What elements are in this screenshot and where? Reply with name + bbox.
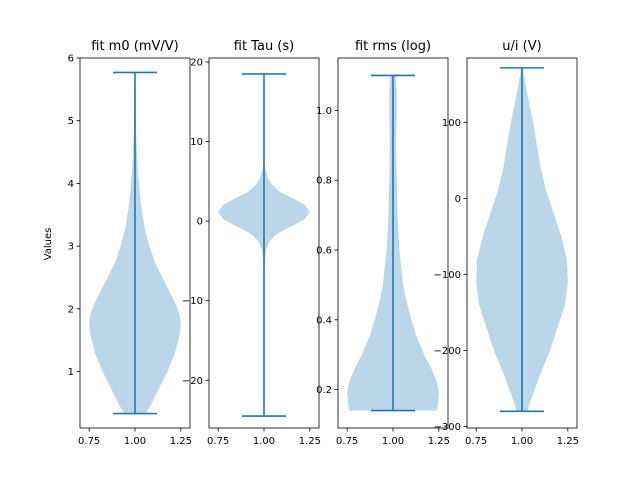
y-tick-label: 0	[455, 194, 461, 205]
x-tick-label: 0.75	[207, 436, 229, 447]
y-tick-label: −100	[434, 270, 461, 281]
y-tick-label: −300	[434, 422, 461, 433]
y-tick-label: 100	[442, 118, 461, 129]
y-tick-label: 0.2	[316, 385, 332, 396]
y-tick-label: 6	[68, 54, 74, 65]
x-tick-label: 1.25	[299, 436, 321, 447]
x-tick-label: 1.25	[557, 436, 579, 447]
y-tick-label: 1	[68, 367, 74, 378]
y-tick-label: 4	[68, 179, 74, 190]
violin-panel-4: u/i (V) 0.75 1.00 1.25 −300 −200 −100 0 100	[434, 39, 579, 447]
x-tick-label: 1.25	[428, 436, 450, 447]
x-tick-label: 1.00	[382, 436, 404, 447]
panel-title: fit rms (log)	[355, 39, 431, 54]
y-tick-label: 20	[190, 57, 203, 68]
violin-panel-1: fit m0 (mV/V) 0.75 1.00 1.25 1 2 3 4 5 6	[68, 39, 192, 447]
y-tick-label: 1.0	[316, 106, 332, 117]
x-tick-label: 0.75	[465, 436, 487, 447]
x-tick-label: 1.00	[253, 436, 275, 447]
figure-ylabel: Values	[43, 228, 54, 261]
violin-panel-3: fit rms (log) 0.75 1.00 1.25 0.2 0.4 0.6 0.8 1.0	[316, 39, 450, 447]
y-tick-label: 0.6	[316, 245, 332, 256]
x-tick-label: 0.75	[336, 436, 358, 447]
y-tick-label: 10	[190, 137, 203, 148]
y-tick-label: 3	[68, 242, 74, 253]
y-tick-label: 0.8	[316, 176, 332, 187]
panel-title: u/i (V)	[502, 39, 541, 54]
x-tick-label: 1.00	[511, 436, 533, 447]
violin-panel-2: fit Tau (s) 0.75 1.00 1.25 −20 −10 0 10 20	[182, 39, 321, 447]
y-tick-label: 0	[197, 217, 203, 228]
y-tick-label: −10	[182, 296, 203, 307]
y-tick-label: −20	[182, 376, 203, 387]
x-tick-label: 0.75	[78, 436, 100, 447]
panel-title: fit Tau (s)	[234, 39, 294, 54]
x-tick-label: 1.00	[124, 436, 146, 447]
y-tick-label: −200	[434, 346, 461, 357]
panel-title: fit m0 (mV/V)	[91, 39, 178, 54]
y-tick-label: 5	[68, 116, 74, 127]
x-tick-label: 1.25	[170, 436, 192, 447]
y-tick-label: 2	[68, 304, 74, 315]
y-tick-label: 0.4	[316, 315, 332, 326]
